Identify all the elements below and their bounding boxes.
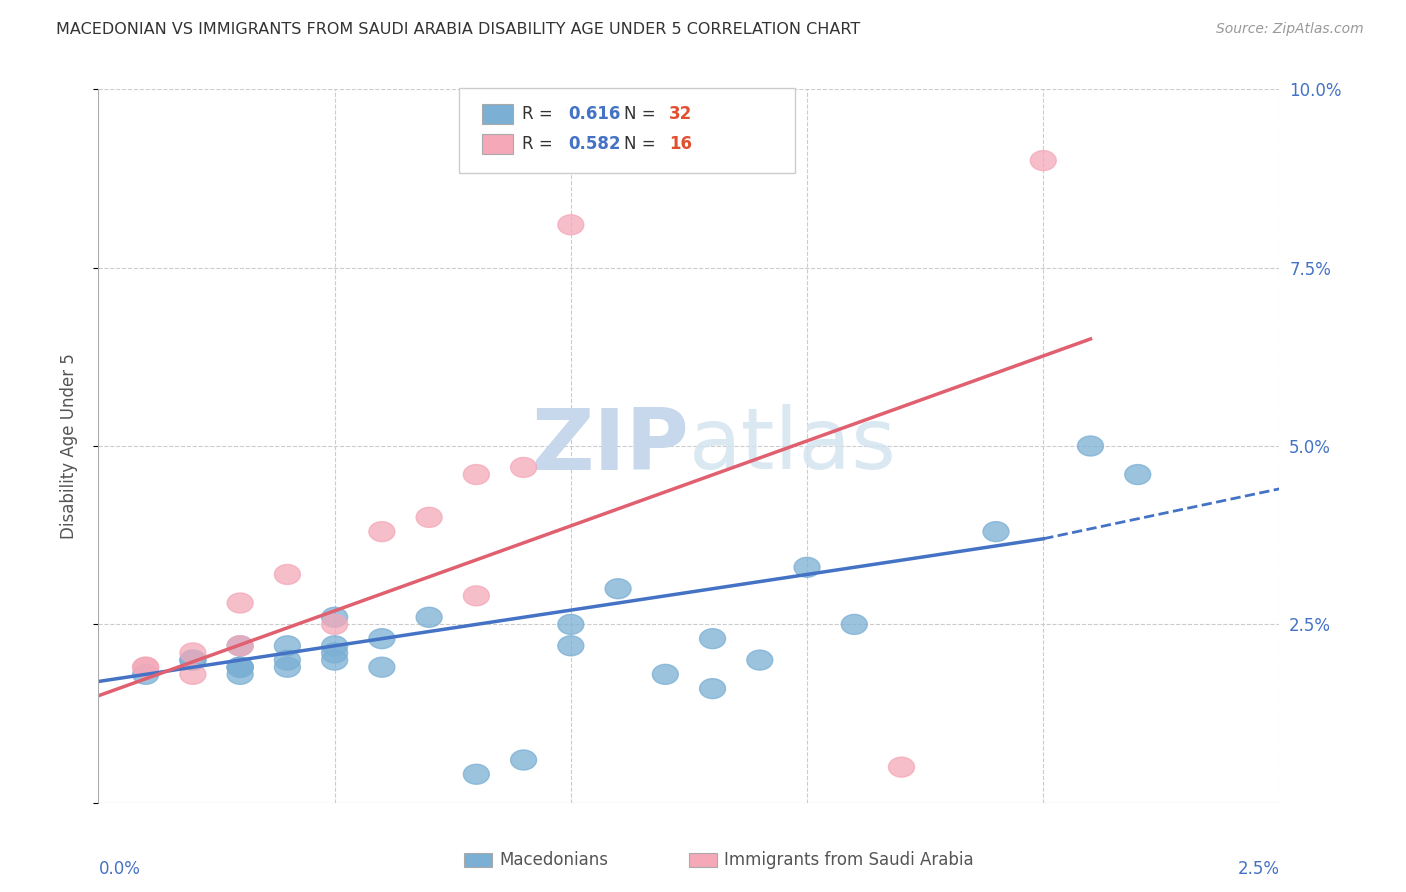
Ellipse shape xyxy=(180,665,205,684)
Ellipse shape xyxy=(416,508,441,527)
Ellipse shape xyxy=(322,607,347,627)
Ellipse shape xyxy=(322,643,347,663)
Ellipse shape xyxy=(368,657,395,677)
Ellipse shape xyxy=(1125,465,1150,484)
Ellipse shape xyxy=(416,607,441,627)
Y-axis label: Disability Age Under 5: Disability Age Under 5 xyxy=(59,353,77,539)
Ellipse shape xyxy=(464,586,489,606)
Ellipse shape xyxy=(228,636,253,656)
Ellipse shape xyxy=(558,636,583,656)
Ellipse shape xyxy=(558,615,583,634)
Ellipse shape xyxy=(510,750,537,770)
Text: atlas: atlas xyxy=(689,404,897,488)
Text: R =: R = xyxy=(523,105,558,123)
Text: MACEDONIAN VS IMMIGRANTS FROM SAUDI ARABIA DISABILITY AGE UNDER 5 CORRELATION CH: MACEDONIAN VS IMMIGRANTS FROM SAUDI ARAB… xyxy=(56,22,860,37)
Ellipse shape xyxy=(322,636,347,656)
Ellipse shape xyxy=(228,593,253,613)
Ellipse shape xyxy=(274,650,301,670)
Text: 0.582: 0.582 xyxy=(568,136,621,153)
Ellipse shape xyxy=(464,465,489,484)
Ellipse shape xyxy=(274,565,301,584)
Text: 32: 32 xyxy=(669,105,692,123)
Ellipse shape xyxy=(180,650,205,670)
Ellipse shape xyxy=(1077,436,1104,456)
Ellipse shape xyxy=(700,679,725,698)
Ellipse shape xyxy=(700,629,725,648)
Ellipse shape xyxy=(747,650,773,670)
Ellipse shape xyxy=(274,636,301,656)
Ellipse shape xyxy=(228,665,253,684)
Ellipse shape xyxy=(794,558,820,577)
Text: N =: N = xyxy=(624,105,661,123)
Ellipse shape xyxy=(605,579,631,599)
FancyBboxPatch shape xyxy=(482,134,513,154)
Ellipse shape xyxy=(841,615,868,634)
Text: N =: N = xyxy=(624,136,661,153)
Text: 0.616: 0.616 xyxy=(568,105,621,123)
Ellipse shape xyxy=(558,215,583,235)
Ellipse shape xyxy=(322,650,347,670)
Text: 0.0%: 0.0% xyxy=(98,860,141,878)
Ellipse shape xyxy=(180,650,205,670)
Ellipse shape xyxy=(132,665,159,684)
Ellipse shape xyxy=(889,757,914,777)
Text: R =: R = xyxy=(523,136,558,153)
Ellipse shape xyxy=(1031,151,1056,170)
Text: ZIP: ZIP xyxy=(531,404,689,488)
Text: Macedonians: Macedonians xyxy=(499,851,609,869)
Ellipse shape xyxy=(132,657,159,677)
Ellipse shape xyxy=(132,657,159,677)
Ellipse shape xyxy=(274,657,301,677)
Ellipse shape xyxy=(180,643,205,663)
Ellipse shape xyxy=(368,522,395,541)
Ellipse shape xyxy=(368,629,395,648)
Text: Immigrants from Saudi Arabia: Immigrants from Saudi Arabia xyxy=(724,851,974,869)
Text: Source: ZipAtlas.com: Source: ZipAtlas.com xyxy=(1216,22,1364,37)
Ellipse shape xyxy=(652,665,678,684)
Ellipse shape xyxy=(228,657,253,677)
Ellipse shape xyxy=(983,522,1010,541)
FancyBboxPatch shape xyxy=(458,88,796,173)
Ellipse shape xyxy=(228,636,253,656)
FancyBboxPatch shape xyxy=(482,104,513,124)
Text: 16: 16 xyxy=(669,136,692,153)
Text: 2.5%: 2.5% xyxy=(1237,860,1279,878)
Ellipse shape xyxy=(322,615,347,634)
Ellipse shape xyxy=(228,657,253,677)
Ellipse shape xyxy=(510,458,537,477)
Ellipse shape xyxy=(228,657,253,677)
Ellipse shape xyxy=(464,764,489,784)
